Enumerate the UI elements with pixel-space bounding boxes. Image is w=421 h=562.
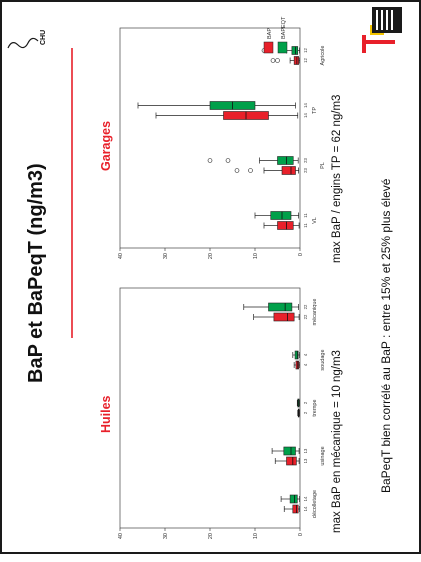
chart-panel: Garages 0 10 20 30 40 11 11 VL 23 23 PL 14 14 TP 12 12 Ag… (99, 27, 326, 259)
category-label: PL (320, 162, 326, 169)
y-tick-label: 20 (208, 533, 214, 539)
y-tick-label: 40 (118, 533, 124, 539)
university-logo-stripe (376, 10, 378, 30)
y-tick-label: 0 (298, 253, 304, 256)
legend-swatch (263, 41, 274, 54)
box-bapeqt (283, 446, 296, 456)
university-logo (362, 7, 402, 53)
note-max-bap-tp: max BaP / engins TP = 62 ng/m3 (331, 95, 343, 263)
outlier-point (248, 168, 253, 173)
box-bapeqt (270, 211, 292, 220)
box-bap (281, 166, 296, 175)
count-label: 4 (303, 353, 308, 356)
count-label: 12 (303, 58, 308, 63)
box-bapeqt (291, 46, 299, 55)
y-tick-label: 20 (208, 253, 214, 259)
category-label: soudage (320, 349, 326, 370)
box-bap (286, 456, 297, 466)
box-bapeqt (268, 302, 293, 312)
chart-title: Huiles (99, 395, 113, 433)
outlier-point (207, 158, 213, 163)
category-label: Agricole (320, 46, 326, 66)
count-label: 13 (303, 448, 308, 453)
category-label: usinage (320, 446, 326, 465)
university-logo-stripe (391, 10, 393, 30)
box-bap (293, 56, 299, 65)
outlier-point (270, 58, 276, 63)
chu-logo: CHU (7, 30, 47, 49)
y-tick-label: 10 (253, 253, 259, 259)
count-label: 23 (303, 168, 308, 173)
category-label: mécanique (312, 299, 318, 326)
outlier-point (234, 168, 240, 173)
count-label: 2 (303, 401, 308, 404)
count-label: 4 (303, 363, 308, 366)
box-bap (295, 360, 299, 370)
note-correlation: BaPeqT bien corrélé au BaP : entre 15% e… (379, 178, 393, 493)
legend-swatch (277, 41, 288, 54)
page-title: BaP et BaPeqT (ng/m3) (25, 163, 47, 383)
university-logo-stripe (381, 10, 383, 30)
university-logo-bar-bottom (362, 40, 395, 44)
count-label: 14 (303, 496, 308, 501)
legend-label: BAP (267, 28, 273, 39)
y-tick-label: 40 (118, 253, 124, 259)
box-group: 22 22 mécanique (243, 299, 318, 326)
category-label: VL (312, 217, 318, 224)
count-label: 12 (303, 48, 308, 53)
rotated-slide-content: BaP et BaPeqT (ng/m3) Huiles010203040141… (7, 7, 402, 539)
count-label: 2 (303, 411, 308, 414)
chart-panel: Huiles 0 10 20 30 40 14 14 décolletage 13 13 usinag… (99, 287, 326, 539)
count-label: 11 (303, 213, 308, 218)
count-label: 14 (303, 113, 308, 118)
category-label: TP (312, 107, 318, 114)
box-group: 11 11 VL (254, 211, 318, 230)
box-group: 4 4 soudage (292, 349, 326, 371)
chu-logo-swirl (7, 37, 39, 49)
category-label: décolletage (312, 490, 318, 518)
category-label: trempe (312, 399, 318, 416)
box-bap (292, 504, 299, 514)
box-bapeqt (289, 494, 298, 504)
outlier-point (275, 58, 280, 63)
count-label: 22 (303, 304, 308, 309)
box-group: 14 14 décolletage (280, 490, 318, 518)
box-bapeqt (294, 350, 299, 360)
box-bap (277, 221, 294, 230)
y-tick-label: 0 (298, 533, 304, 536)
note-max-bap-mecanique: max BaP en mécanique = 10 ng/m3 (331, 350, 343, 533)
y-tick-label: 10 (253, 533, 259, 539)
legend-label: BAPEQT (281, 16, 287, 39)
count-label: 22 (303, 314, 308, 319)
count-label: 14 (303, 103, 308, 108)
outlier-point (225, 158, 231, 163)
legend: BAP BAPEQT (263, 16, 288, 54)
box-bapeqt (277, 156, 294, 165)
chart-title: Garages (99, 121, 113, 171)
count-label: 11 (303, 223, 308, 228)
university-logo-stripe (386, 10, 388, 30)
chu-logo-text: CHU (40, 30, 47, 45)
count-label: 13 (303, 458, 308, 463)
y-tick-label: 30 (163, 253, 169, 259)
box-group: 23 23 PL (207, 156, 326, 175)
box-group: 2 2 trempe (296, 398, 318, 418)
count-label: 14 (303, 506, 308, 511)
box-group: 13 13 usinage (271, 446, 326, 466)
box-group: 14 14 TP (137, 101, 318, 120)
box-bap (273, 312, 295, 322)
box-group: 12 12 Agricole (261, 46, 326, 66)
y-tick-label: 30 (163, 533, 169, 539)
count-label: 23 (303, 158, 308, 163)
